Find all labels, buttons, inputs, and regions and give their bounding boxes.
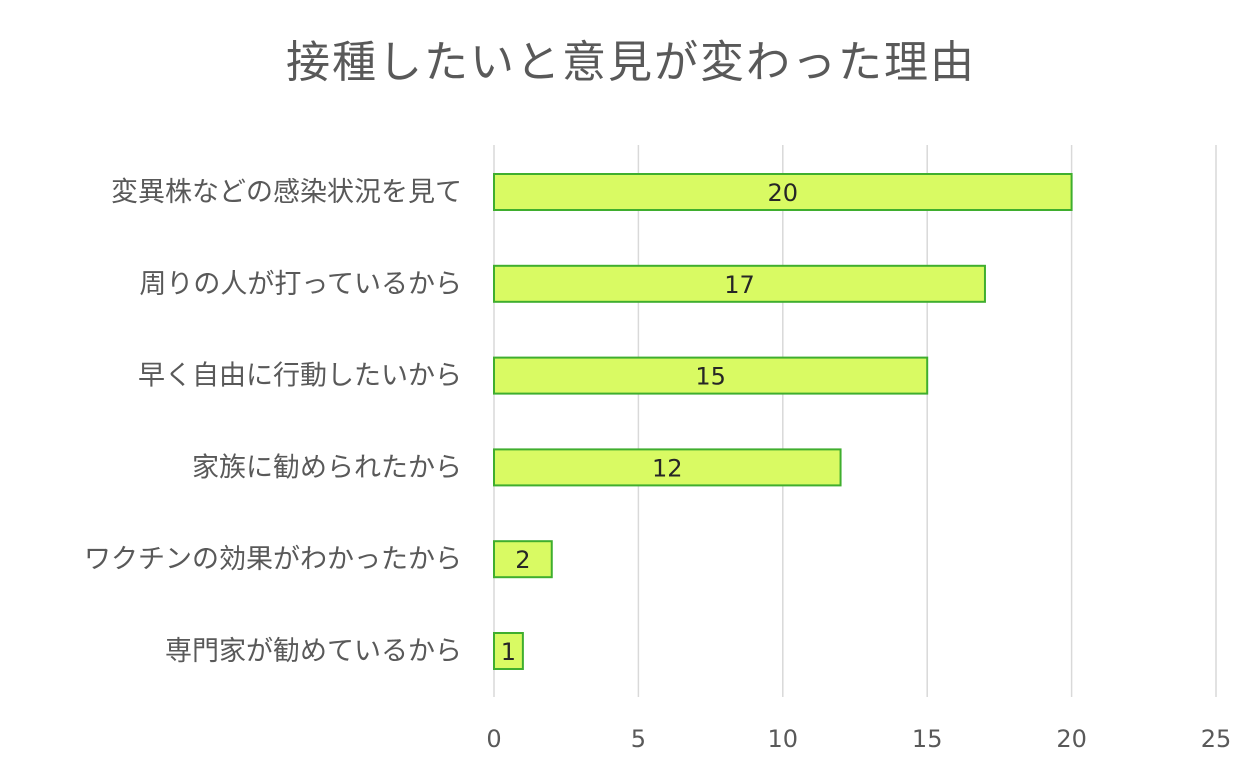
x-tick-label: 15 xyxy=(912,725,943,753)
bar xyxy=(493,264,986,303)
bar xyxy=(493,173,1073,211)
bar xyxy=(493,448,842,487)
category-label: ワクチンの効果がわかったから xyxy=(84,544,462,575)
bar xyxy=(493,540,553,579)
category-label: 周りの人が打っているから xyxy=(139,269,462,300)
category-label: 変異株などの感染状況を見て xyxy=(111,177,462,208)
category-label: 家族に勧められたから xyxy=(192,452,462,483)
category-label: 専門家が勧めているから xyxy=(165,636,462,667)
x-tick-label: 5 xyxy=(631,725,646,753)
data-label: 2 xyxy=(515,546,530,574)
x-tick-label: 0 xyxy=(486,725,501,753)
data-label: 15 xyxy=(695,363,726,391)
x-tick-label: 20 xyxy=(1056,725,1087,753)
chart-title: 接種したいと意見が変わった理由 xyxy=(286,37,976,88)
bar xyxy=(493,632,524,670)
data-label: 20 xyxy=(768,179,799,207)
data-label: 12 xyxy=(652,454,683,482)
bar xyxy=(493,356,929,395)
data-label: 1 xyxy=(501,638,516,666)
x-tick-label: 10 xyxy=(768,725,799,753)
category-label: 早く自由に行動したいから xyxy=(138,361,462,392)
x-tick-label: 25 xyxy=(1201,725,1232,753)
data-label: 17 xyxy=(724,271,755,299)
